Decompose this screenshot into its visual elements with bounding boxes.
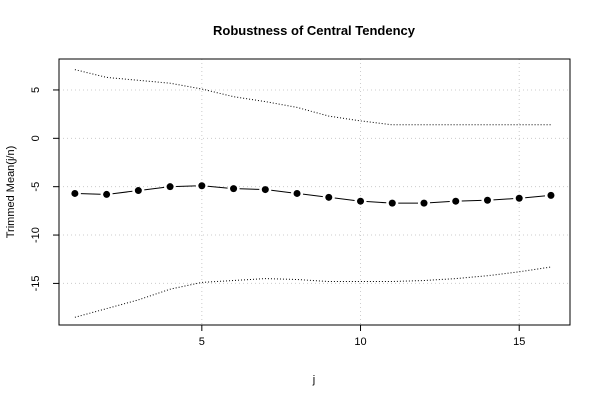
- chart-title: Robustness of Central Tendency: [213, 23, 416, 38]
- series-0-segment-3: [176, 185, 196, 187]
- y-tick-label-0: -15: [30, 275, 42, 291]
- x-tick-label-1: 10: [354, 336, 366, 348]
- series-0-segment-13: [493, 198, 514, 201]
- axes: 5 10 15 -15 -10 -5 0 5: [30, 87, 525, 348]
- x-axis-label: j: [312, 374, 315, 386]
- series-0-point-9: [357, 197, 365, 205]
- series-1-line: [74, 69, 551, 126]
- series-0-segment-9: [366, 201, 387, 204]
- series-0-point-2: [134, 187, 142, 195]
- series-0-segment-4: [207, 185, 228, 189]
- series-0-point-0: [71, 189, 79, 197]
- x-tick-label-2: 15: [513, 336, 525, 348]
- series-0-point-12: [452, 197, 460, 205]
- series-0-segment-6: [271, 189, 292, 194]
- series-0-point-4: [198, 182, 206, 190]
- series-0-segment-5: [239, 188, 260, 190]
- series-0-point-1: [103, 190, 111, 198]
- series-0-point-13: [483, 196, 491, 204]
- series-0-segment-7: [302, 193, 323, 198]
- series-layer: [71, 69, 555, 318]
- series-2-line: [74, 266, 552, 318]
- x-tick-label-0: 5: [199, 336, 205, 348]
- y-tick-label-2: -5: [30, 182, 42, 192]
- y-axis-label: Trimmed Mean(j/n): [5, 146, 17, 239]
- series-0-point-10: [388, 199, 396, 207]
- series-0-segment-14: [525, 195, 546, 199]
- series-0-segment-2: [144, 186, 165, 191]
- y-tick-label-1: -10: [30, 227, 42, 243]
- plot-frame: [58, 58, 571, 326]
- y-tick-label-4: 5: [30, 87, 42, 93]
- series-0-point-8: [325, 193, 333, 201]
- series-0-point-3: [166, 183, 174, 191]
- series-0-point-14: [515, 194, 523, 202]
- series-0-point-5: [230, 185, 238, 193]
- series-0-segment-11: [429, 201, 450, 204]
- series-0-point-11: [420, 199, 428, 207]
- grid: [59, 59, 570, 325]
- series-0-segment-1: [112, 190, 133, 195]
- series-0-point-15: [547, 191, 555, 199]
- series-0-segment-8: [334, 197, 355, 201]
- series-0-segment-12: [461, 199, 482, 202]
- y-tick-label-3: 0: [30, 135, 42, 141]
- series-0-point-7: [293, 189, 301, 197]
- series-0-point-6: [261, 186, 269, 194]
- series-0-segment-0: [80, 193, 101, 195]
